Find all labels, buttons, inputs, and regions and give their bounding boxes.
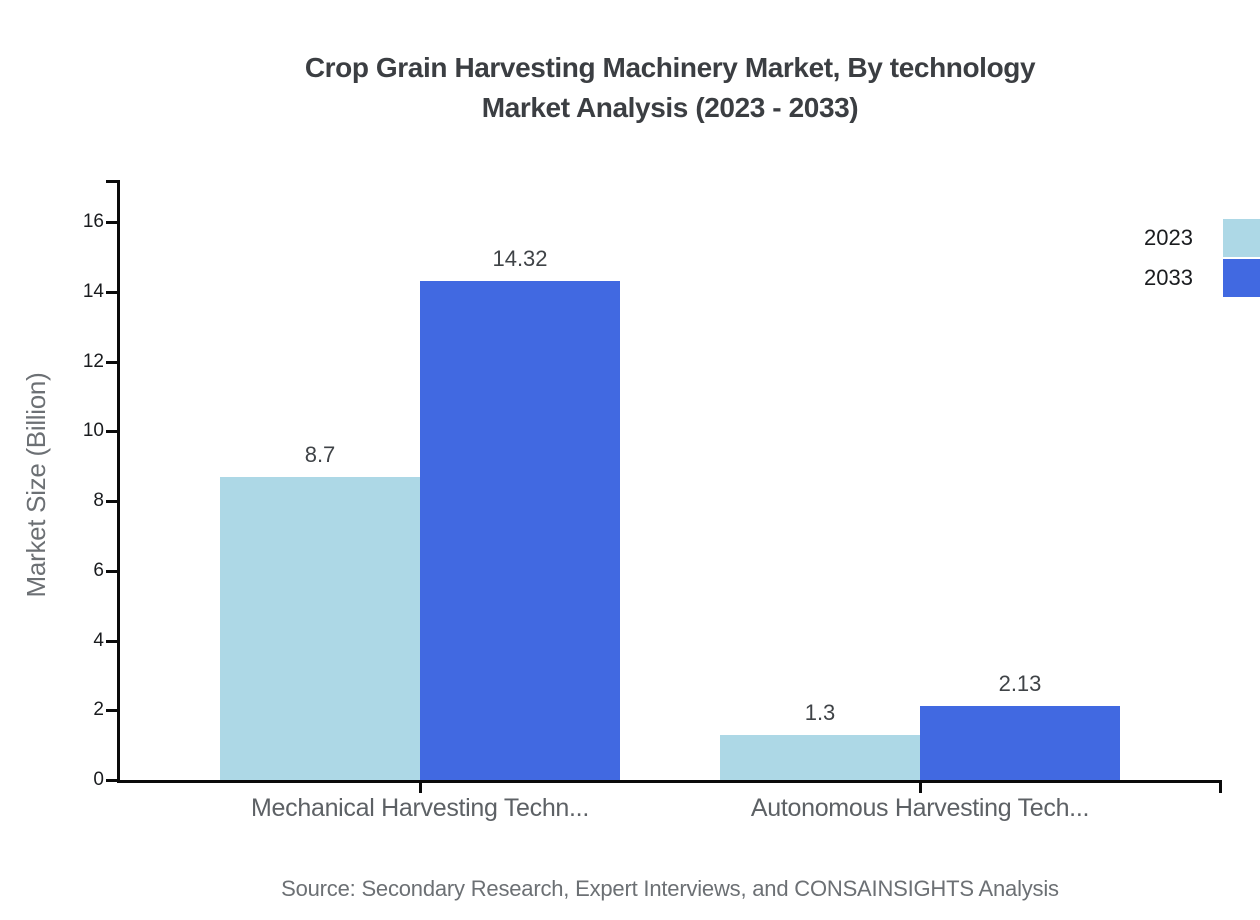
y-tick-label: 16 bbox=[82, 211, 104, 232]
bar-value-label-2033-1: 2.13 bbox=[998, 670, 1042, 696]
y-tick-mark bbox=[106, 221, 117, 224]
x-axis-category-label: Autonomous Harvesting Tech... bbox=[750, 794, 1090, 822]
y-tick-label: 12 bbox=[82, 350, 104, 372]
legend-label-2023: 2023 bbox=[1144, 225, 1193, 250]
legend-swatch-2023 bbox=[1223, 219, 1260, 257]
bar-value-label-2023-1: 1.3 bbox=[804, 699, 836, 725]
bar-2023-1 bbox=[720, 734, 920, 780]
y-tick-mark bbox=[106, 430, 117, 434]
y-tick-label: 4 bbox=[93, 629, 104, 651]
y-tick-mark bbox=[106, 360, 117, 364]
x-tick-mark bbox=[419, 783, 422, 793]
y-tick-label: 6 bbox=[93, 559, 104, 581]
y-tick-mark bbox=[106, 709, 117, 713]
y-tick-mark bbox=[106, 290, 117, 294]
y-tick-label: 2 bbox=[93, 699, 104, 721]
x-tick-mark bbox=[919, 783, 922, 793]
y-axis-title: Market Size (Billion) bbox=[21, 372, 51, 598]
bar-value-label-2023-0: 8.7 bbox=[304, 441, 336, 467]
chart-title-line2: Market Analysis (2023 - 2033) bbox=[481, 92, 859, 123]
bar-2033-0 bbox=[420, 280, 620, 780]
y-tick-mark bbox=[106, 779, 117, 782]
x-axis-category-label: Mechanical Harvesting Techn... bbox=[251, 794, 589, 822]
y-tick-label: 14 bbox=[82, 280, 104, 302]
y-tick-mark bbox=[106, 639, 117, 643]
x-axis-line bbox=[117, 780, 1222, 783]
y-tick-label: 8 bbox=[93, 490, 104, 511]
y-tick-label: 0 bbox=[93, 769, 104, 790]
source-attribution: Source: Secondary Research, Expert Inter… bbox=[281, 876, 1059, 901]
bar-2023-0 bbox=[220, 476, 420, 780]
y-axis-top-outer-tick bbox=[106, 180, 117, 183]
chart-title-line1: Crop Grain Harvesting Machinery Market, … bbox=[304, 52, 1036, 83]
y-tick-mark bbox=[106, 569, 117, 573]
y-axis-line bbox=[117, 180, 120, 783]
y-tick-mark bbox=[106, 500, 117, 503]
bar-value-label-2033-0: 14.32 bbox=[492, 245, 548, 271]
legend-label-2033: 2033 bbox=[1144, 265, 1193, 290]
y-tick-label: 10 bbox=[82, 420, 104, 442]
bar-2033-1 bbox=[920, 705, 1120, 780]
legend-swatch-2033 bbox=[1223, 259, 1260, 297]
x-axis-right-outer-tick bbox=[1219, 783, 1222, 793]
